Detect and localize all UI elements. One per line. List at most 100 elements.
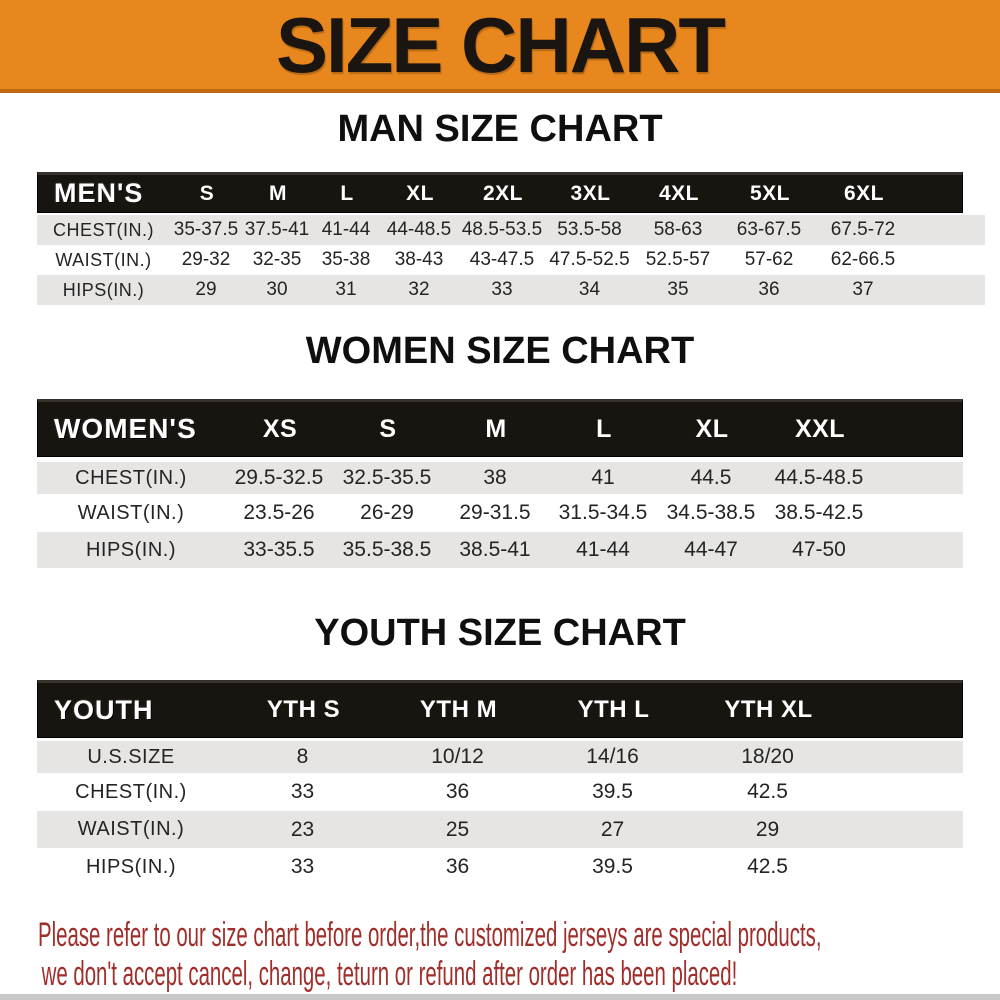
- size-cell: 44.5-48.5: [774, 466, 864, 489]
- size-cell: 43-47.5: [469, 249, 535, 270]
- size-cell: 41-44: [576, 538, 630, 561]
- size-cell: 33: [290, 780, 315, 803]
- size-cell: 57-62: [744, 249, 794, 270]
- column-header: S: [379, 414, 397, 443]
- size-cell: 42.5: [747, 780, 788, 803]
- size-cell: 67.5-72: [830, 219, 896, 240]
- row-label: CHEST(IN.): [53, 219, 154, 240]
- row-label: CHEST(IN.): [75, 466, 187, 489]
- row-label: HIPS(IN.): [85, 538, 177, 561]
- row-label: WAIST(IN.): [77, 818, 185, 840]
- size-cell: 26-29: [360, 501, 414, 524]
- column-header: 2XL: [482, 181, 523, 205]
- size-cell: 30: [266, 279, 288, 300]
- size-cell: 38-43: [394, 249, 444, 270]
- size-cell: 35.5-38.5: [342, 538, 432, 561]
- size-cell: 47-50: [792, 538, 846, 561]
- size-row: CHEST(IN.) 33 36 39.5 42.5: [37, 773, 963, 811]
- size-cell: 41-44: [321, 219, 371, 240]
- size-cell: 32-35: [252, 249, 302, 270]
- table-header-bar-youth: YOUTH YTH S YTH M YTH L YTH XL: [37, 680, 963, 738]
- size-cell: 29: [755, 817, 780, 841]
- column-header: M: [269, 181, 287, 205]
- size-row: CHEST(IN.) 35-37.5 37.5-41 41-44 44-48.5 48.5…: [37, 215, 985, 245]
- size-cell: 35-37.5: [173, 219, 239, 240]
- column-header: L: [340, 181, 354, 205]
- size-cell: 34: [578, 279, 601, 300]
- size-cell: 32.5-35.5: [342, 466, 432, 489]
- row-label: WAIST(IN.): [77, 501, 185, 524]
- bottom-strip: [0, 994, 1000, 1000]
- section-heading-youth: YOUTH SIZE CHART: [314, 612, 686, 654]
- row-label: HIPS(IN.): [85, 855, 177, 878]
- size-cell: 48.5-53.5: [461, 219, 543, 240]
- size-row: WAIST(IN.) 23 25 27 29: [37, 811, 963, 848]
- size-cell: 62-66.5: [830, 249, 896, 270]
- size-cell: 33-35.5: [243, 538, 315, 561]
- size-row: WAIST(IN.) 29-32 32-35 35-38 38-43 43-47.5 47.…: [37, 245, 985, 275]
- column-header: YTH S: [266, 696, 341, 723]
- size-cell: 38: [483, 466, 507, 489]
- size-cell: 44-48.5: [386, 219, 452, 240]
- column-header: YTH M: [419, 696, 498, 723]
- size-cell: 8: [296, 745, 309, 768]
- section-heading-women: WOMEN SIZE CHART: [305, 330, 695, 372]
- size-cell: 39.5: [592, 780, 633, 803]
- column-header: XXL: [794, 414, 846, 443]
- size-cell: 42.5: [747, 855, 788, 878]
- column-header: M: [485, 414, 507, 443]
- corner-label-women: WOMEN'S: [54, 413, 197, 444]
- size-cell: 38.5-42.5: [774, 501, 864, 524]
- row-label: HIPS(IN.): [62, 279, 145, 300]
- column-header: XS: [262, 414, 298, 443]
- size-row: HIPS(IN.) 33-35.5 35.5-38.5 38.5-41 41-44 44-…: [37, 532, 963, 568]
- size-cell: 25: [445, 817, 470, 841]
- column-header: 6XL: [843, 181, 884, 205]
- footer-line-1: Please refer to our size chart before or…: [38, 916, 822, 954]
- size-cell: 44-47: [684, 538, 738, 561]
- size-cell: 37.5-41: [244, 219, 310, 240]
- size-cell: 58-63: [653, 219, 703, 240]
- column-header: S: [199, 181, 215, 205]
- size-cell: 23.5-26: [243, 501, 315, 524]
- table-header-bar-women: WOMEN'S XS S M L XL XXL: [37, 399, 963, 457]
- size-cell: 27: [600, 817, 625, 841]
- corner-label-men: MEN'S: [54, 178, 144, 208]
- column-header: 4XL: [658, 181, 699, 205]
- size-cell: 31.5-34.5: [558, 501, 648, 524]
- size-cell: 39.5: [592, 855, 633, 878]
- size-row: CHEST(IN.) 29.5-32.5 32.5-35.5 38 41 44.5 44.5…: [37, 462, 963, 494]
- corner-label-youth: YOUTH: [54, 694, 154, 725]
- size-cell: 37: [852, 279, 874, 300]
- column-header: YTH L: [577, 696, 650, 723]
- size-cell: 36: [445, 780, 470, 803]
- size-cell: 52.5-57: [645, 249, 711, 270]
- banner: SIZE CHART: [0, 0, 1000, 93]
- size-cell: 47.5-52.5: [549, 249, 630, 270]
- size-cell: 41: [591, 466, 615, 489]
- size-cell: 29-31.5: [459, 501, 531, 524]
- size-cell: 23: [290, 817, 315, 841]
- size-row: WAIST(IN.) 23.5-26 26-29 29-31.5 31.5-34.5 34…: [37, 494, 963, 532]
- column-header: 3XL: [570, 181, 611, 205]
- column-header: XL: [695, 414, 729, 443]
- size-row: HIPS(IN.) 29 30 31 32 33 34 35 36 37: [37, 275, 985, 305]
- column-header: 5XL: [749, 181, 790, 205]
- banner-title: SIZE CHART: [276, 0, 726, 89]
- column-header: YTH XL: [724, 696, 813, 723]
- size-cell: 53.5-58: [557, 219, 622, 240]
- size-cell: 33: [290, 855, 315, 878]
- size-row: HIPS(IN.) 33 36 39.5 42.5: [37, 848, 963, 886]
- row-label: CHEST(IN.): [75, 780, 187, 803]
- size-cell: 33: [491, 279, 513, 300]
- size-cell: 29-32: [181, 249, 231, 270]
- size-cell: 34.5-38.5: [666, 501, 756, 524]
- size-cell: 44.5: [690, 466, 732, 489]
- size-cell: 35: [667, 279, 689, 300]
- row-label: WAIST(IN.): [55, 249, 152, 270]
- size-cell: 31: [335, 279, 357, 300]
- size-row: U.S.SIZE 8 10/12 14/16 18/20: [37, 741, 963, 773]
- size-cell: 36: [758, 279, 780, 300]
- section-heading-men: MAN SIZE CHART: [337, 108, 663, 150]
